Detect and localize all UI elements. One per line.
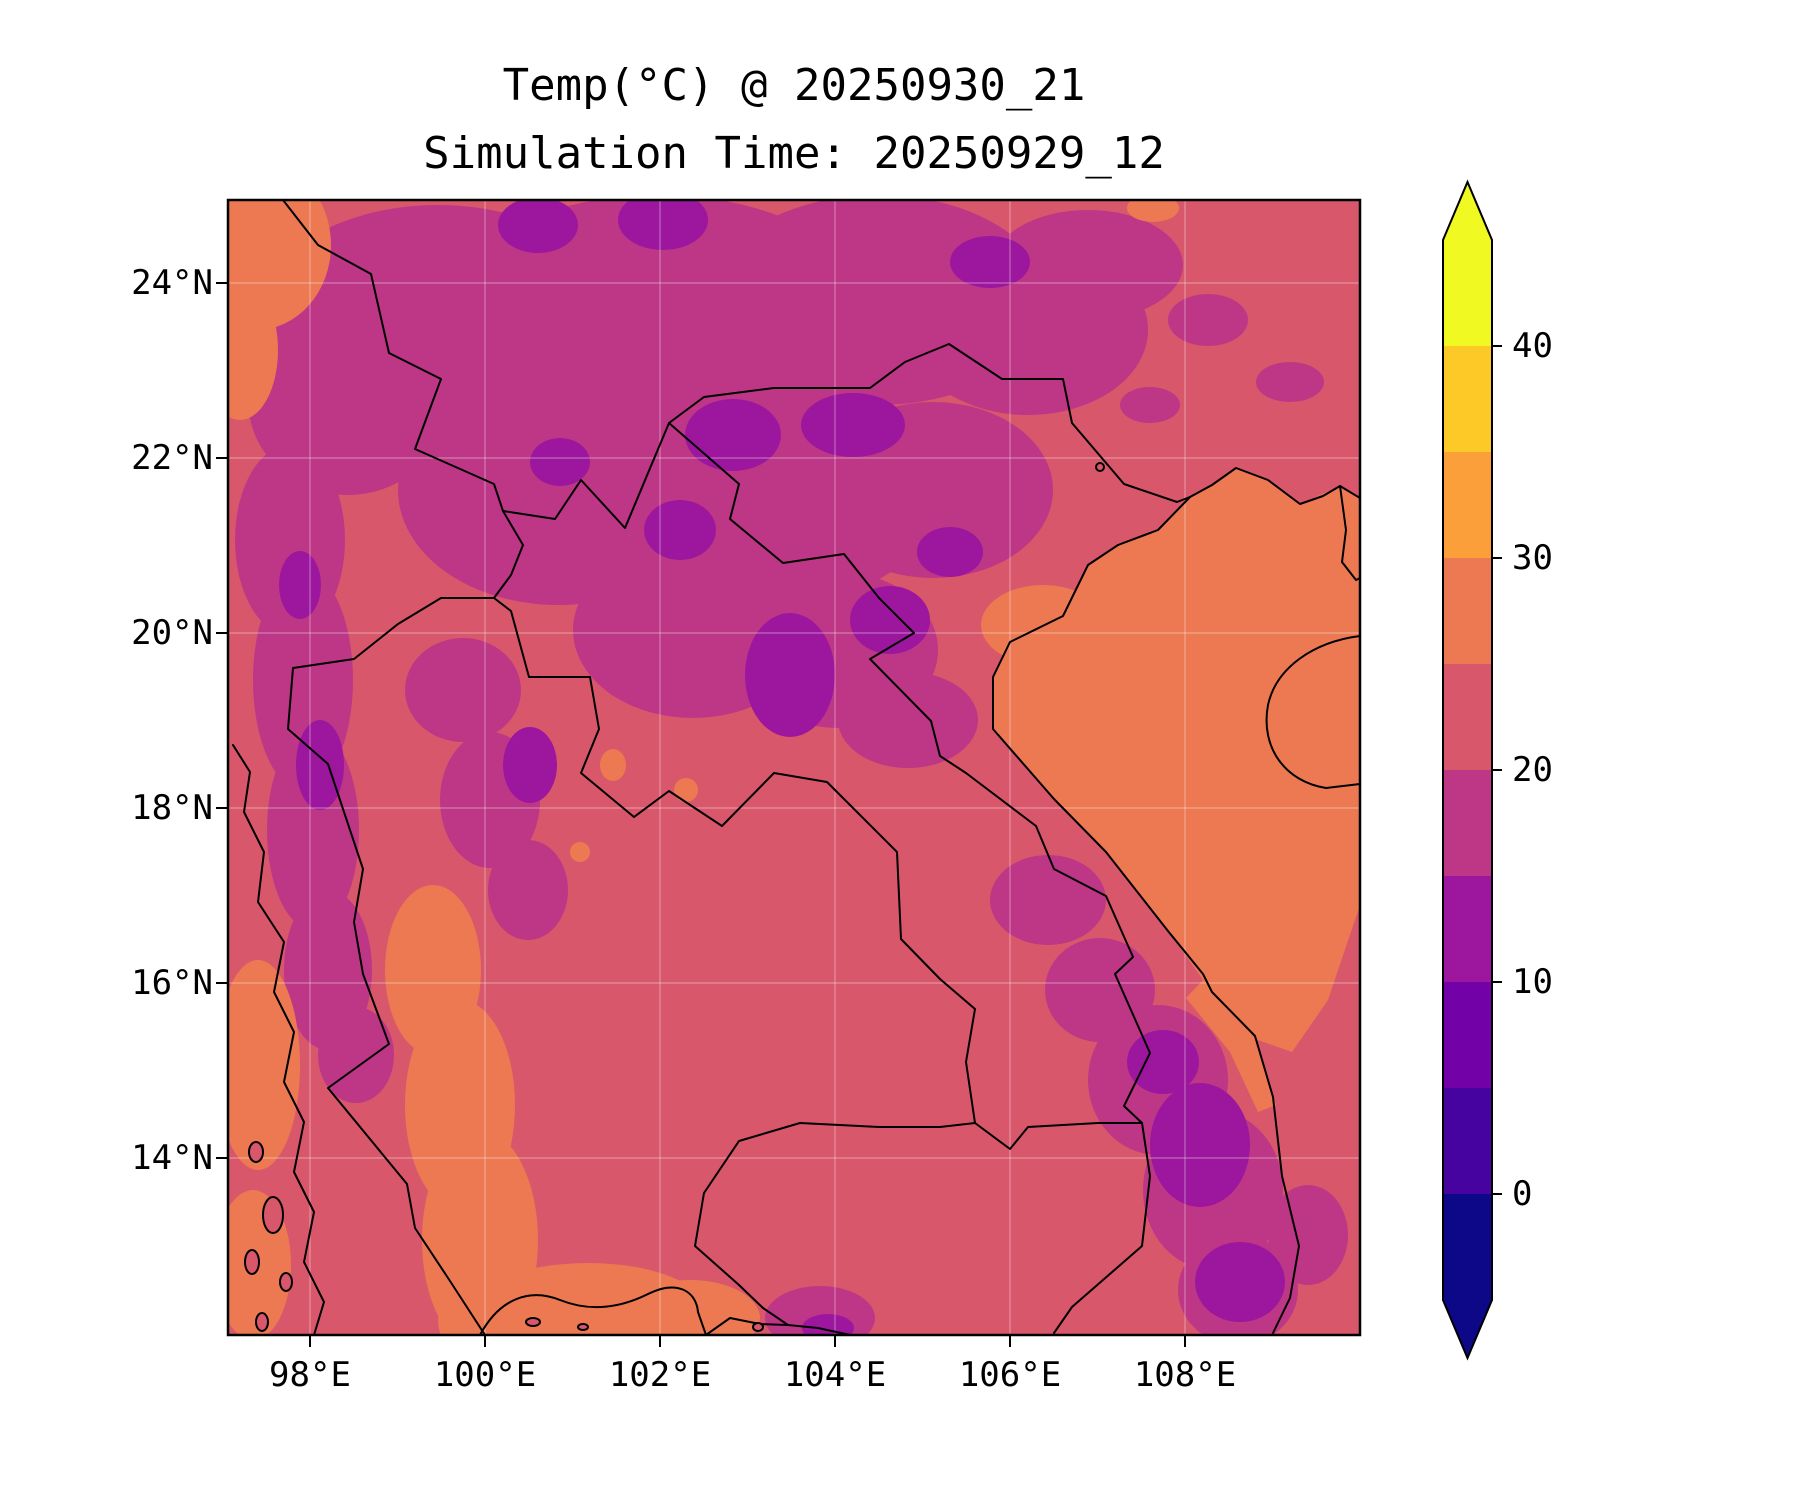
coast-vietnam bbox=[992, 496, 1300, 1334]
colorbar-tick-label: 0 bbox=[1512, 1174, 1533, 1214]
gridlines bbox=[228, 200, 1360, 1335]
border-vietnam-cambodia bbox=[1053, 1122, 1151, 1334]
y-tick-label: 22°N bbox=[131, 438, 213, 478]
border-thailand-laos-cambodia bbox=[493, 597, 976, 1326]
figure-title: Temp(°C) @ 20250930_21 bbox=[502, 60, 1086, 111]
contour-fill-layer bbox=[228, 200, 1360, 1335]
plot-frame bbox=[226, 198, 1362, 1337]
colorbar-tick-label: 20 bbox=[1512, 750, 1553, 790]
colorbar-under-arrow bbox=[1443, 1300, 1492, 1358]
coast-andaman bbox=[232, 744, 325, 1335]
coastlines bbox=[232, 462, 1360, 1335]
coast-gulf-of-thailand bbox=[479, 1286, 851, 1335]
y-tick-label: 20°N bbox=[131, 613, 213, 653]
colorbar-over-arrow bbox=[1443, 182, 1492, 240]
figure-subtitle: Simulation Time: 20250929_12 bbox=[423, 128, 1165, 179]
colorbar-outline bbox=[1442, 179, 1493, 1361]
border-laos-vietnam bbox=[668, 422, 1151, 1124]
y-tick-label: 24°N bbox=[131, 263, 213, 303]
contour-band-10-15 bbox=[279, 200, 1285, 1335]
x-tick-label: 106°E bbox=[958, 1355, 1062, 1395]
colorbar-tick-label: 30 bbox=[1512, 538, 1553, 578]
colorbar bbox=[1442, 179, 1502, 1361]
coast-hainan bbox=[1265, 635, 1360, 789]
colorbar-tick-marks bbox=[1492, 345, 1502, 1195]
coast-china-gulf bbox=[1189, 467, 1360, 505]
x-tick-label: 98°E bbox=[269, 1355, 351, 1395]
map-plot bbox=[216, 198, 1362, 1347]
x-tick-label: 104°E bbox=[783, 1355, 887, 1395]
axis-tick-marks bbox=[216, 282, 1186, 1347]
x-tick-label: 100°E bbox=[433, 1355, 537, 1395]
colorbar-tick-label: 10 bbox=[1512, 962, 1553, 1002]
border-laos-cambodia bbox=[974, 1122, 1143, 1150]
y-tick-label: 18°N bbox=[131, 788, 213, 828]
y-tick-label: 16°N bbox=[131, 963, 213, 1003]
y-tick-label: 14°N bbox=[131, 1138, 213, 1178]
colorbar-segments bbox=[1443, 182, 1492, 1358]
x-tick-label: 108°E bbox=[1133, 1355, 1237, 1395]
colorbar-tick-label: 40 bbox=[1512, 326, 1553, 366]
country-borders bbox=[282, 200, 1191, 1335]
x-tick-label: 102°E bbox=[608, 1355, 712, 1395]
small-islands bbox=[244, 462, 1105, 1332]
coast-leizhou bbox=[1339, 485, 1360, 581]
